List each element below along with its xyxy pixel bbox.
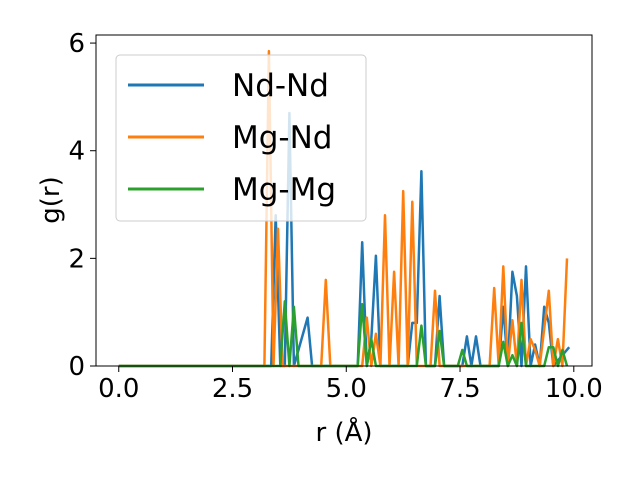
legend: Nd-Nd Mg-Nd Mg-Mg [115,54,367,222]
legend-label-0: Nd-Nd [232,68,329,104]
x-tick-label: 2.5 [212,374,253,404]
x-tick-label: 5.0 [326,374,367,404]
y-tick-label: 4 [68,137,85,167]
x-axis-label: r (Å) [315,416,372,448]
y-tick-label: 2 [68,244,85,274]
legend-label-1: Mg-Nd [232,120,332,156]
y-tick-label: 6 [68,29,85,59]
y-axis-label: g(r) [36,176,66,223]
x-tick-label: 7.5 [439,374,480,404]
x-tick-label: 10.0 [545,374,603,404]
axis-ticks: 0.0 2.5 5.0 7.5 10.0 0 2 4 6 [68,29,602,404]
series-line-1 [118,49,569,368]
legend-frame [115,54,367,222]
legend-label-2: Mg-Mg [232,172,336,208]
x-tick-label: 0.0 [98,374,139,404]
plot-area-frame [95,34,593,367]
y-tick-label: 0 [68,352,85,382]
